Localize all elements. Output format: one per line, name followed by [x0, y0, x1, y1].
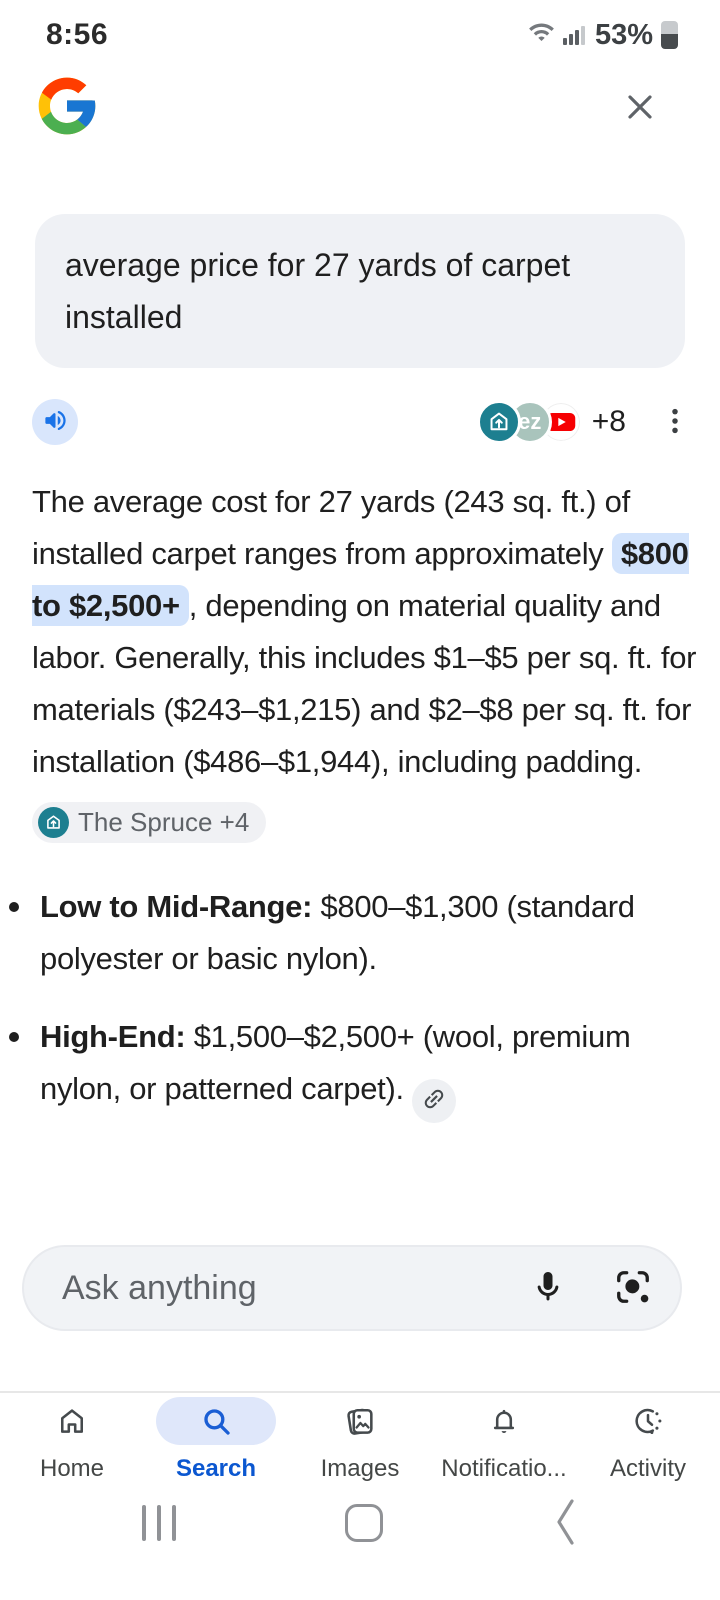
bullet-high-end: High-End: $1,500–$2,500+ (wool, premium …	[0, 1011, 706, 1123]
nav-item-images[interactable]: Images	[300, 1397, 420, 1483]
read-aloud-button[interactable]	[32, 399, 78, 445]
search-icon	[156, 1397, 276, 1445]
cellular-signal-icon	[562, 19, 587, 52]
status-bar: 8:56 53%	[0, 0, 720, 56]
nav-item-notifications[interactable]: Notificatio...	[441, 1397, 567, 1483]
answer-toolbar: ez +8	[32, 398, 690, 446]
kebab-menu-icon	[660, 405, 690, 440]
recents-button[interactable]	[142, 1505, 176, 1541]
link-icon	[421, 1086, 447, 1115]
close-button[interactable]	[620, 87, 660, 130]
lens-camera-button[interactable]	[614, 1268, 652, 1309]
images-icon	[300, 1397, 420, 1445]
bullet-low-mid-range: Low to Mid-Range: $800–$1,300 (standard …	[0, 881, 706, 985]
nav-label-search: Search	[175, 1455, 257, 1482]
ask-input-bar[interactable]	[22, 1245, 682, 1331]
sources-button[interactable]: ez +8	[476, 400, 626, 444]
ai-answer-paragraph: The average cost for 27 yards (243 sq. f…	[32, 476, 706, 843]
close-icon	[620, 87, 660, 130]
answer-segment-1: The average cost for 27 yards (243 sq. f…	[32, 484, 630, 571]
battery-icon	[661, 21, 678, 49]
source-chip[interactable]: The Spruce +4	[32, 802, 267, 843]
nav-label-activity: Activity	[609, 1455, 686, 1482]
nav-item-activity[interactable]: Activity	[588, 1397, 708, 1483]
voice-search-button[interactable]	[530, 1269, 566, 1308]
back-chevron-icon	[552, 1496, 578, 1551]
nav-item-home[interactable]: Home	[12, 1397, 132, 1483]
query-text: average price for 27 yards of carpet ins…	[65, 247, 571, 335]
answer-bullet-list: Low to Mid-Range: $800–$1,300 (standard …	[0, 881, 706, 1123]
source-avatar-spruce-icon	[476, 400, 521, 444]
home-icon	[12, 1397, 132, 1445]
battery-percent-text: 53%	[594, 18, 653, 51]
ez-label: ez	[518, 409, 542, 434]
spruce-house-icon	[38, 807, 69, 838]
source-chip-label: The Spruce +4	[78, 807, 250, 837]
nav-divider	[0, 1391, 720, 1393]
back-button[interactable]	[552, 1496, 578, 1551]
speaker-icon	[42, 407, 69, 437]
bottom-navigation: Home Search Images	[0, 1397, 720, 1483]
google-lens-icon	[614, 1268, 652, 1309]
app-header	[0, 56, 720, 142]
bullet-text: $1,500–$2,500+ (wool, premium nylon, or …	[40, 1019, 631, 1106]
system-navigation	[0, 1486, 720, 1560]
microphone-icon	[530, 1269, 566, 1308]
clock-text: 8:56	[46, 18, 109, 51]
activity-clock-icon	[588, 1397, 708, 1445]
google-logo	[33, 72, 101, 145]
nav-item-search[interactable]: Search	[156, 1397, 276, 1483]
nav-label-home: Home	[39, 1455, 105, 1482]
bullet-label: Low to Mid-Range:	[40, 889, 313, 924]
nav-label-notifications: Notificatio...	[441, 1455, 567, 1482]
nav-label-images: Images	[320, 1455, 400, 1482]
query-bubble: average price for 27 yards of carpet ins…	[35, 214, 685, 368]
status-icons: 53%	[528, 19, 678, 52]
ask-anything-input[interactable]	[62, 1268, 530, 1308]
answer-segment-2: , depending on material quality and labo…	[32, 588, 697, 779]
citation-link-button[interactable]	[411, 1078, 456, 1123]
more-options-button[interactable]	[660, 405, 690, 440]
bell-icon	[444, 1397, 564, 1445]
system-home-button[interactable]	[345, 1504, 383, 1542]
bullet-text: $800–$1,300 (standard polyester or basic…	[40, 889, 635, 976]
bullet-label: High-End:	[40, 1019, 186, 1054]
wifi-icon	[528, 19, 555, 51]
more-sources-count: +8	[591, 405, 626, 438]
